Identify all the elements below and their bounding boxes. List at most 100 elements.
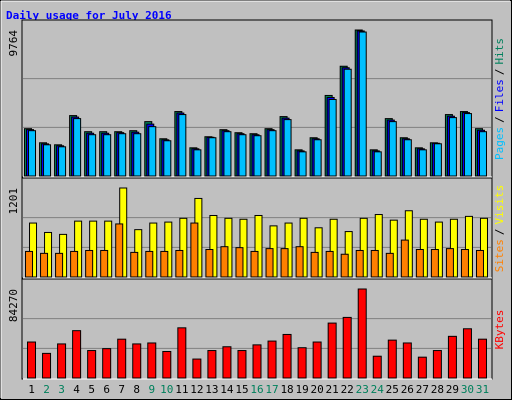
bar bbox=[477, 338, 487, 379]
x-tick-label: 11 bbox=[175, 383, 188, 396]
x-tick-label: 23 bbox=[356, 383, 369, 396]
bar bbox=[117, 338, 127, 379]
x-tick-label: 1 bbox=[28, 383, 35, 396]
bar bbox=[415, 249, 424, 278]
bar bbox=[102, 348, 112, 379]
legend: Sites / Visits bbox=[493, 185, 506, 273]
bar bbox=[310, 251, 319, 278]
x-tick-label: 18 bbox=[280, 383, 293, 396]
legend-separator: / bbox=[493, 229, 506, 236]
bar bbox=[328, 98, 337, 177]
bar bbox=[373, 151, 382, 177]
bar bbox=[147, 342, 157, 379]
bar bbox=[55, 252, 64, 278]
bar bbox=[460, 249, 469, 278]
bar bbox=[370, 249, 379, 278]
bar bbox=[358, 31, 367, 177]
bar bbox=[253, 135, 262, 177]
bar bbox=[342, 316, 352, 379]
x-tick-label: 9 bbox=[148, 383, 155, 396]
bar bbox=[447, 335, 457, 379]
bar bbox=[42, 352, 52, 379]
bar bbox=[87, 350, 97, 379]
bar bbox=[238, 134, 247, 177]
x-tick-label: 29 bbox=[446, 383, 459, 396]
bar bbox=[163, 140, 172, 177]
bar bbox=[222, 346, 232, 379]
legend: Pages / Files / Hits bbox=[493, 38, 506, 160]
bar bbox=[132, 343, 142, 379]
bar bbox=[205, 249, 214, 278]
bar bbox=[418, 149, 427, 177]
bar bbox=[193, 149, 202, 177]
bar bbox=[27, 341, 37, 379]
chart-title: Daily usage for July 2016 bbox=[6, 9, 172, 22]
bar bbox=[267, 340, 277, 379]
legend-separator: / bbox=[493, 116, 506, 123]
y-tick-label: 9764 bbox=[7, 30, 20, 57]
x-tick-label: 25 bbox=[386, 383, 399, 396]
x-tick-label: 12 bbox=[190, 383, 203, 396]
bar bbox=[175, 249, 184, 278]
bar bbox=[265, 248, 274, 278]
x-tick-label: 31 bbox=[476, 383, 489, 396]
legend: KBytes bbox=[493, 310, 506, 350]
bar bbox=[388, 121, 397, 177]
x-tick-label: 28 bbox=[431, 383, 444, 396]
x-tick-label: 19 bbox=[295, 383, 308, 396]
x-tick-label: 15 bbox=[235, 383, 248, 396]
bar bbox=[298, 151, 307, 177]
bar bbox=[283, 119, 292, 177]
bar bbox=[177, 327, 187, 379]
x-tick-label: 4 bbox=[73, 383, 80, 396]
legend-entry: KBytes bbox=[493, 310, 506, 350]
bar bbox=[280, 248, 289, 278]
bar bbox=[448, 117, 457, 177]
bar bbox=[100, 249, 109, 278]
legend-separator: / bbox=[493, 69, 506, 76]
x-tick-label: 5 bbox=[88, 383, 95, 396]
x-tick-label: 16 bbox=[250, 383, 263, 396]
bar bbox=[343, 68, 352, 177]
bar bbox=[340, 253, 349, 278]
bar bbox=[223, 131, 232, 177]
x-tick-label: 21 bbox=[326, 383, 339, 396]
x-tick-label: 22 bbox=[341, 383, 354, 396]
bar bbox=[40, 252, 49, 278]
bar bbox=[430, 249, 439, 278]
bar bbox=[295, 246, 304, 278]
bar bbox=[70, 250, 79, 278]
bar bbox=[478, 131, 487, 177]
x-tick-label: 27 bbox=[416, 383, 429, 396]
y-tick-label: 84270 bbox=[7, 289, 20, 322]
bar bbox=[462, 328, 472, 379]
x-tick-label: 8 bbox=[133, 383, 140, 396]
x-tick-label: 2 bbox=[43, 383, 50, 396]
bar bbox=[207, 350, 217, 379]
bar bbox=[162, 350, 172, 379]
bar bbox=[130, 251, 139, 278]
bar bbox=[282, 333, 292, 379]
bar bbox=[192, 358, 202, 379]
bar bbox=[372, 355, 382, 379]
x-tick-label: 24 bbox=[371, 383, 385, 396]
bar bbox=[387, 339, 397, 379]
legend-entry: Visits bbox=[493, 185, 506, 225]
x-tick-label: 20 bbox=[311, 383, 324, 396]
x-tick-label: 13 bbox=[205, 383, 218, 396]
bar bbox=[385, 252, 394, 278]
bar bbox=[115, 223, 124, 278]
bar bbox=[312, 341, 322, 379]
bar bbox=[268, 130, 277, 177]
y-tick-label: 1201 bbox=[7, 188, 20, 215]
bar bbox=[313, 139, 322, 177]
bar bbox=[145, 250, 154, 278]
x-tick-label: 7 bbox=[118, 383, 125, 396]
legend-entry: Pages bbox=[493, 127, 506, 160]
bar bbox=[43, 144, 52, 177]
bar bbox=[178, 114, 187, 177]
bar bbox=[250, 250, 259, 278]
bar bbox=[208, 137, 217, 177]
